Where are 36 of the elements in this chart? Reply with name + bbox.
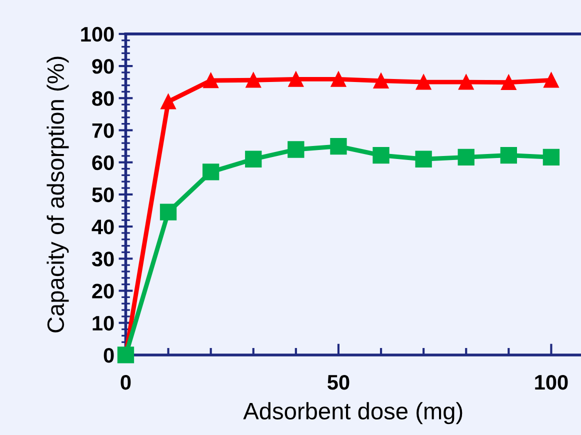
point	[245, 150, 262, 168]
point	[160, 94, 176, 110]
point	[202, 164, 220, 180]
y-tick-label: 0	[104, 348, 114, 363]
point	[542, 148, 560, 166]
y-tick-label: 20	[92, 284, 114, 299]
y-tick-label: 90	[92, 59, 114, 74]
point	[160, 204, 177, 220]
y-tick-label: 40	[92, 220, 114, 234]
point	[246, 72, 262, 88]
point	[288, 72, 304, 87]
point	[203, 72, 218, 88]
point	[372, 146, 390, 164]
x-axis-title: Adsorbent dose (mg)	[243, 402, 462, 424]
point	[501, 74, 516, 90]
point	[415, 150, 432, 168]
y-axis-title: Capacity of adsorption (%)	[46, 56, 69, 332]
y-tick-label: 30	[92, 252, 114, 266]
point	[416, 74, 432, 90]
point	[288, 141, 304, 158]
point	[330, 72, 346, 87]
y-tick-label: 10	[92, 316, 114, 331]
point	[458, 148, 474, 166]
x-tick-label: 100	[535, 374, 568, 390]
y-tick-label: 70	[92, 123, 114, 138]
y-tick-label: 60	[92, 155, 114, 170]
y-tick-label: 50	[92, 187, 114, 202]
x-tick-label: 0	[120, 374, 131, 390]
point	[373, 73, 389, 88]
point	[500, 146, 517, 164]
point	[544, 72, 559, 88]
y-tick-label: 100	[81, 26, 114, 42]
point	[330, 138, 347, 155]
point	[458, 74, 474, 90]
y-tick-label: 80	[92, 91, 114, 106]
x-tick-label: 50	[328, 374, 350, 390]
